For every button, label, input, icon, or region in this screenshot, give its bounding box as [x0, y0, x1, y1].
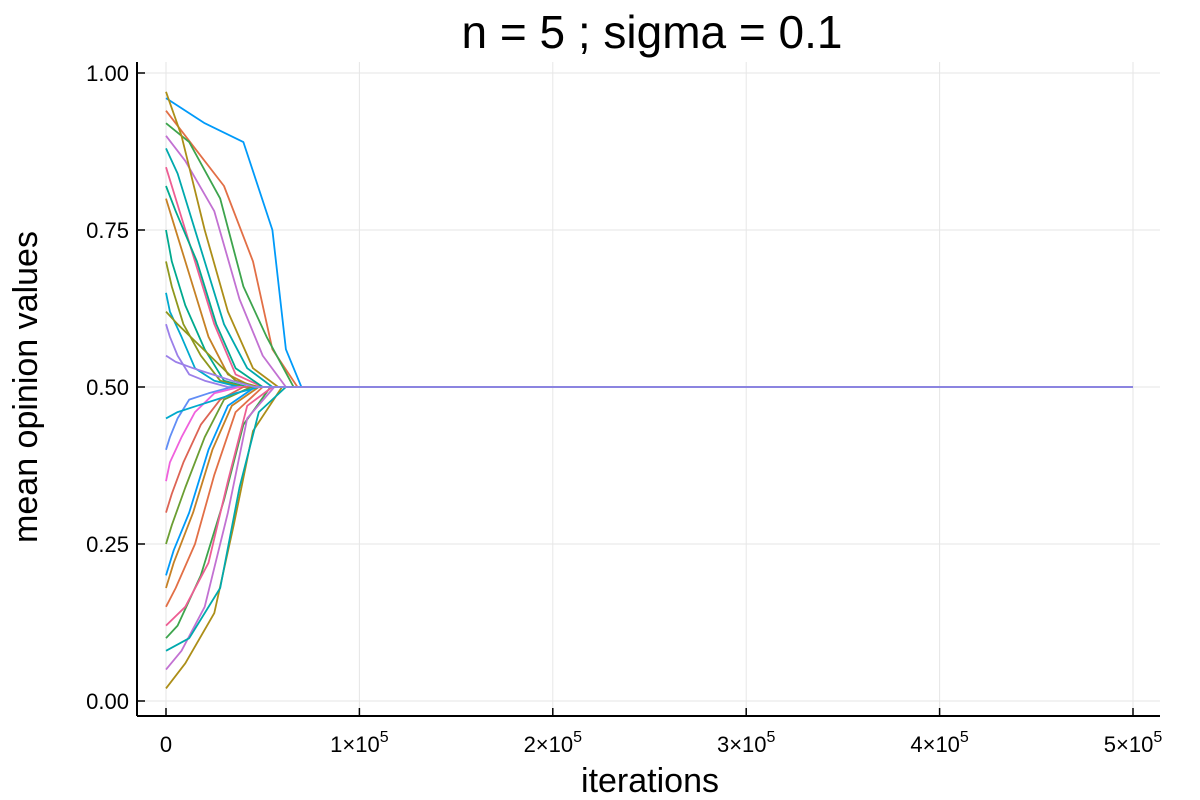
- series-group: [165, 91, 1133, 689]
- series-line-12: [165, 386, 1133, 451]
- series-line-11: [165, 323, 1133, 388]
- x-tick-label-4: 4×105: [910, 729, 969, 757]
- series-line-13: [165, 386, 1133, 482]
- y-tick-label-4: 1.00: [86, 61, 129, 86]
- x-tick-label-0: 0: [160, 732, 172, 757]
- chart-title: n = 5 ; sigma = 0.1: [461, 6, 842, 58]
- series-line-14: [165, 386, 1133, 513]
- series-line-27: [165, 354, 1133, 388]
- y-tick-label-3: 0.75: [86, 218, 129, 243]
- series-line-15: [165, 386, 1133, 545]
- y-tick-label-1: 0.25: [86, 532, 129, 557]
- y-tick-label-0: 0.00: [86, 689, 129, 714]
- x-tick-label-3: 3×105: [717, 729, 776, 757]
- ticks: 0 1×105 2×105 3×105 4×105 5×105 0.00 0.25 0.50 0.…: [86, 61, 1162, 757]
- x-tick-label-1: 1×105: [330, 729, 389, 757]
- x-tick-label-2: 2×105: [524, 729, 583, 757]
- y-axis-title: mean opinion values: [7, 231, 45, 543]
- y-tick-label-2: 0.50: [86, 375, 129, 400]
- x-axis-title: iterations: [581, 762, 719, 800]
- x-tick-label-5: 5×105: [1104, 729, 1163, 757]
